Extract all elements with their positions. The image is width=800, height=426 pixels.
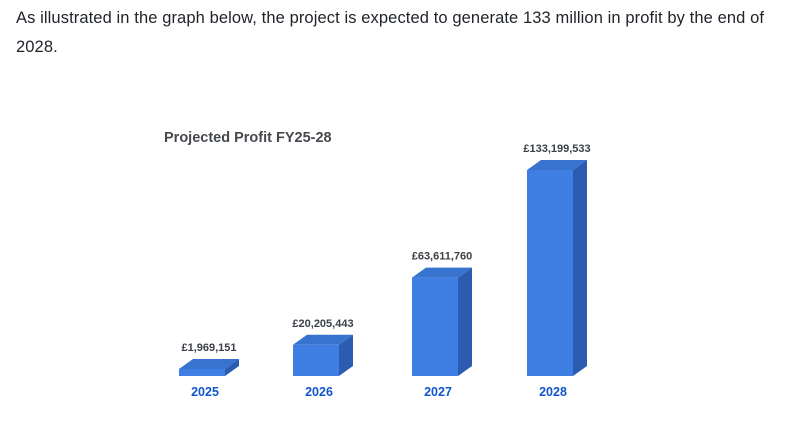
- value-label-2027: £63,611,760: [412, 251, 473, 263]
- category-label-2026: 2026: [305, 385, 333, 399]
- bar-front-2027: [412, 277, 458, 376]
- category-label-2027: 2027: [424, 385, 452, 399]
- bar-top-2025: [179, 359, 239, 369]
- bar-group-2028: £133,199,533 2028: [523, 143, 590, 399]
- value-label-2026: £20,205,443: [292, 318, 353, 330]
- bar-group-2026: £20,205,443 2026: [292, 318, 353, 399]
- bar-top-2028: [527, 160, 587, 170]
- chart-title: Projected Profit FY25-28: [164, 130, 332, 146]
- bar-top-2026: [293, 334, 353, 345]
- category-label-2028: 2028: [539, 385, 567, 399]
- bar-side-2026: [339, 334, 353, 376]
- intro-paragraph: As illustrated in the graph below, the p…: [16, 9, 765, 56]
- bar-group-2027: £63,611,760 2027: [412, 251, 473, 399]
- profit-bar-chart: Projected Profit FY25-28 £1,969,151 2025 £…: [150, 118, 670, 418]
- bar-group-2025: £1,969,151 2025: [179, 342, 239, 399]
- bar-chart-canvas: £1,969,151 2025 £20,205,443 2026 £63,611,760…: [179, 143, 591, 399]
- bar-side-2025: [225, 359, 239, 376]
- bar-front-2028: [527, 170, 573, 376]
- value-label-2028: £133,199,533: [523, 143, 590, 155]
- bar-front-2025: [179, 369, 225, 376]
- bar-side-2028: [573, 160, 587, 376]
- bar-front-2026: [293, 344, 339, 376]
- bar-side-2027: [458, 267, 472, 376]
- bar-top-2027: [412, 267, 472, 278]
- category-label-2025: 2025: [191, 385, 219, 399]
- value-label-2025: £1,969,151: [181, 342, 236, 354]
